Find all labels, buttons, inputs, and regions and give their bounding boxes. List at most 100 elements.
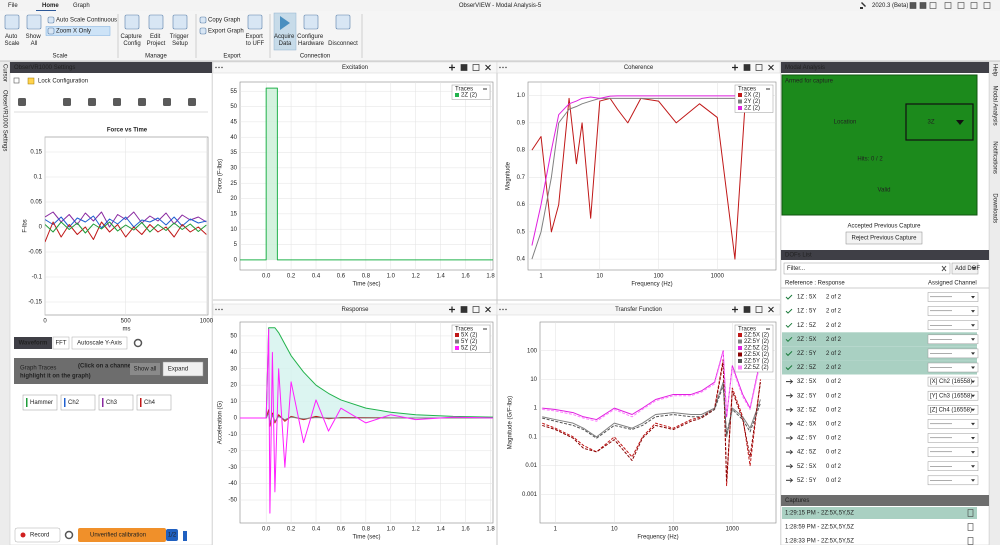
expand-icon[interactable] bbox=[472, 306, 480, 313]
ribbon-button[interactable]: Configure Hardware bbox=[297, 34, 325, 47]
expand[interactable]: Expand bbox=[168, 367, 188, 373]
filter-input[interactable] bbox=[783, 262, 951, 275]
show-all[interactable]: Show all bbox=[134, 367, 157, 373]
toolbar-icon[interactable] bbox=[63, 98, 71, 106]
show-all-button[interactable] bbox=[130, 363, 160, 375]
ribbon-small-button[interactable]: Copy Graph bbox=[208, 18, 240, 24]
capture-entry[interactable]: 1:29:15 PM - 2Z:5X,5Y,5Z bbox=[785, 511, 854, 517]
ribbon-button[interactable]: Disconnect bbox=[328, 41, 358, 47]
channel-select[interactable] bbox=[927, 405, 979, 415]
channel-button[interactable] bbox=[60, 394, 96, 411]
series-line bbox=[240, 328, 493, 514]
menu-tab[interactable]: Graph bbox=[73, 3, 90, 9]
window-control[interactable] bbox=[909, 2, 917, 9]
ribbon-small-button[interactable]: Export Graph bbox=[208, 29, 244, 35]
mode-tab-active[interactable] bbox=[14, 337, 52, 349]
channel-select[interactable] bbox=[927, 292, 979, 302]
mode-tab[interactable]: Waveform bbox=[19, 341, 48, 347]
menu-tab[interactable]: Home bbox=[42, 3, 59, 9]
channel-select[interactable] bbox=[927, 320, 979, 330]
window-control[interactable] bbox=[957, 2, 965, 9]
side-tab[interactable]: Modal Analysis bbox=[991, 86, 997, 126]
ribbon-small-icon bbox=[47, 27, 55, 35]
toolbar-icon[interactable] bbox=[18, 98, 26, 106]
channel-select[interactable] bbox=[927, 447, 979, 457]
lock-configuration[interactable]: Lock Configuration bbox=[38, 79, 88, 85]
layout-icon[interactable] bbox=[743, 306, 751, 313]
layout-icon[interactable] bbox=[460, 306, 468, 313]
mode-tab[interactable] bbox=[52, 336, 70, 350]
channel-select[interactable] bbox=[927, 419, 979, 429]
channel-button[interactable] bbox=[98, 394, 134, 411]
ribbon-button[interactable]: Acquire Data bbox=[274, 34, 296, 47]
dof-name: 5Z : 5X bbox=[797, 464, 816, 470]
side-tab[interactable]: Help bbox=[991, 64, 997, 77]
channel-select[interactable] bbox=[927, 306, 979, 316]
window-control[interactable] bbox=[929, 2, 937, 9]
channel-select[interactable] bbox=[927, 334, 979, 345]
ribbon-button[interactable]: Edit Project bbox=[147, 34, 166, 47]
ribbon-button[interactable]: Export to UFF bbox=[245, 34, 264, 47]
ribbon-button[interactable]: Show All bbox=[26, 34, 43, 47]
reject[interactable]: Reject Previous Capture bbox=[851, 236, 917, 242]
capture-entry[interactable]: 1:28:59 PM - 2Z:5X,5Y,5Z bbox=[785, 525, 854, 531]
layout-icon[interactable] bbox=[460, 64, 468, 71]
channel-select[interactable] bbox=[927, 376, 979, 387]
channel-select[interactable] bbox=[927, 362, 979, 373]
ribbon-small-button[interactable]: Auto Scale Continuous bbox=[56, 18, 117, 24]
window-control[interactable] bbox=[970, 2, 978, 9]
window-control[interactable] bbox=[944, 2, 952, 9]
record-button[interactable] bbox=[14, 527, 61, 543]
ribbon-button[interactable]: Trigger Setup bbox=[170, 34, 190, 47]
side-tab[interactable]: Notifications bbox=[991, 141, 997, 174]
calibration-warning[interactable] bbox=[78, 528, 166, 542]
settings-icon[interactable] bbox=[64, 530, 74, 540]
channel-name[interactable]: Ch3 bbox=[106, 400, 118, 406]
add-dof-button[interactable] bbox=[951, 262, 979, 275]
expand-icon[interactable] bbox=[755, 306, 763, 313]
toolbar-icon[interactable] bbox=[113, 98, 121, 106]
channel-name[interactable]: Ch2 bbox=[68, 400, 80, 406]
panel-header bbox=[496, 61, 781, 74]
ribbon-button[interactable]: Auto Scale bbox=[4, 34, 20, 47]
channel-select[interactable] bbox=[927, 390, 979, 401]
window-control[interactable] bbox=[983, 2, 991, 9]
channel-button[interactable] bbox=[22, 394, 58, 411]
toolbar-icon[interactable] bbox=[88, 98, 96, 106]
ribbon-button[interactable]: Capture Config bbox=[120, 34, 143, 47]
window-control[interactable] bbox=[919, 2, 927, 9]
layout-icon[interactable] bbox=[743, 64, 751, 71]
channel-name[interactable]: Ch4 bbox=[144, 400, 156, 406]
side-tab[interactable]: Downloads bbox=[991, 193, 997, 223]
side-tab[interactable]: Cursor bbox=[1, 64, 7, 82]
side-tab[interactable]: ObserVR1000 Settings bbox=[1, 90, 7, 151]
toolbar-icon[interactable] bbox=[188, 98, 196, 106]
settings-icon[interactable] bbox=[133, 338, 143, 348]
channel-name[interactable]: Hammer bbox=[30, 400, 53, 406]
location-dropdown[interactable] bbox=[905, 103, 974, 141]
mode-tab[interactable]: FFT bbox=[56, 341, 67, 347]
y-tick-label: 0.05 bbox=[30, 200, 42, 206]
toolbar-icon[interactable] bbox=[138, 98, 146, 106]
capture-file-icon[interactable] bbox=[967, 523, 974, 531]
channel-select[interactable] bbox=[927, 348, 979, 359]
lock-icon bbox=[27, 77, 35, 85]
expand-button[interactable] bbox=[162, 361, 204, 377]
capture-file-icon[interactable] bbox=[967, 509, 974, 517]
channel-select[interactable] bbox=[927, 433, 979, 443]
expand-icon[interactable] bbox=[472, 64, 480, 71]
mode-tab[interactable] bbox=[71, 336, 128, 350]
expand-icon[interactable] bbox=[755, 64, 763, 71]
toolbar-icon[interactable] bbox=[163, 98, 171, 106]
capture-entry[interactable]: 1:28:33 PM - 2Z:5X,5Y,5Z bbox=[785, 539, 854, 545]
mode-tab[interactable]: Autoscale Y-Axis bbox=[77, 341, 122, 347]
channel-button[interactable] bbox=[136, 394, 172, 411]
channel-select[interactable] bbox=[927, 461, 979, 471]
menu-tab[interactable]: File bbox=[8, 3, 18, 9]
channel-select[interactable] bbox=[927, 475, 979, 486]
ribbon-small-button[interactable]: Zoom X Only bbox=[56, 29, 91, 35]
reject-button[interactable] bbox=[845, 231, 923, 245]
dof-name: 4Z : 5X bbox=[797, 421, 816, 427]
add-dof[interactable]: Add DOF bbox=[955, 266, 980, 272]
record[interactable]: Record bbox=[30, 533, 49, 539]
